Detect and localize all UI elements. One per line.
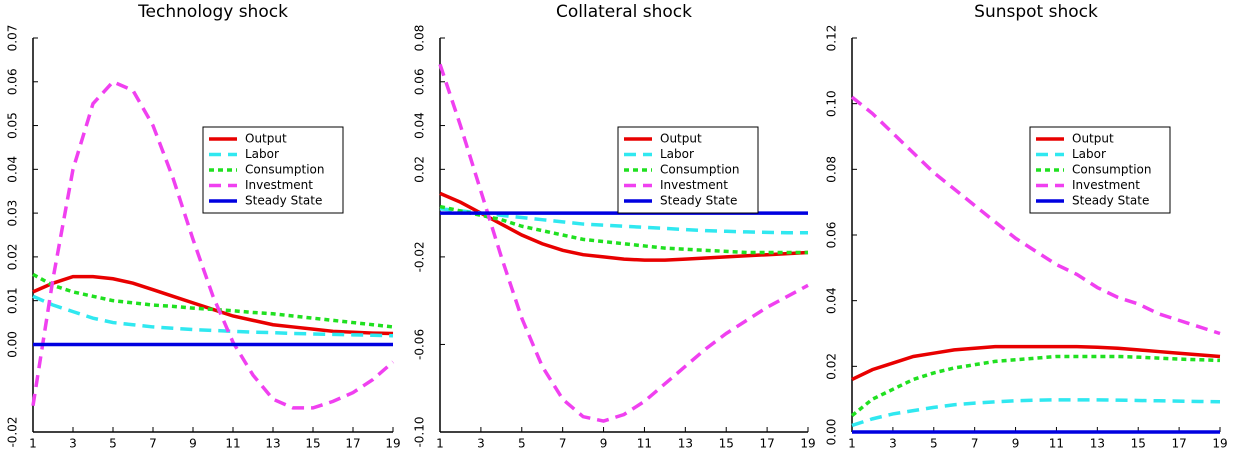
y-tick-label: 0.08: [825, 156, 839, 183]
panel: Sunspot shock 0.00 0.02 0.04 0.06 0.08 0.10 0.1…: [825, 2, 1228, 451]
x-tick-label: 15: [719, 437, 734, 451]
x-tick-label: 7: [559, 437, 567, 451]
y-tick-label: 0.08: [413, 25, 427, 52]
legend-label: Labor: [1072, 147, 1106, 161]
x-tick-label: 19: [800, 437, 815, 451]
y-tick-label: 0.04: [413, 112, 427, 139]
x-tick-label: 13: [1090, 437, 1105, 451]
legend-label: Steady State: [245, 194, 322, 208]
panel: Technology shock -0.02 0.00 0.01 0.02 0.03 0.0…: [6, 2, 401, 451]
legend-label: Investment: [245, 178, 313, 192]
y-tick-label: 0.10: [825, 90, 839, 117]
y-tick-label: 0.03: [6, 200, 20, 227]
legend-label: Output: [245, 132, 287, 146]
y-tick-label: 0.06: [413, 68, 427, 95]
series-line: [438, 63, 809, 423]
x-tick-label: 1: [848, 437, 856, 451]
legend-label: Labor: [660, 147, 694, 161]
y-tick-label: 0.00: [825, 419, 839, 446]
panel: Collateral shock -0.10 -0.06 -0.02 0.02 0.04 0…: [413, 2, 816, 451]
y-tick-label: 0.05: [6, 112, 20, 139]
series-line: [439, 206, 808, 235]
legend-box: [1029, 126, 1171, 214]
y-tick-label: 0.00: [6, 331, 20, 358]
x-tick-label: 13: [265, 437, 280, 451]
y-tick-label: -0.06: [413, 329, 427, 360]
x-tick-label: 19: [385, 437, 400, 451]
x-tick-label: 17: [759, 437, 774, 451]
legend-label: Consumption: [1072, 163, 1151, 177]
legend-label: Steady State: [660, 194, 737, 208]
y-tick-label: 0.12: [825, 25, 839, 52]
x-tick-label: 7: [149, 437, 157, 451]
legend-box: [202, 126, 344, 214]
x-tick-label: 5: [930, 437, 938, 451]
legend-label: Steady State: [1072, 194, 1149, 208]
y-tick-label: 0.02: [825, 353, 839, 380]
series-line: [439, 191, 809, 262]
y-tick-label: -0.02: [413, 241, 427, 272]
legend-label: Output: [1072, 132, 1114, 146]
x-tick-label: 7: [971, 437, 979, 451]
y-tick-label: 0.07: [6, 25, 20, 52]
x-tick-label: 17: [1171, 437, 1186, 451]
x-tick-label: 9: [189, 437, 197, 451]
legend-box: [617, 126, 759, 214]
y-tick-label: -0.10: [413, 416, 427, 447]
series-line: [851, 344, 1221, 382]
y-tick-label: 0.02: [6, 244, 20, 271]
y-tick-label: 0.04: [6, 156, 20, 183]
y-tick-label: 0.06: [825, 222, 839, 249]
y-tick-label: -0.02: [6, 416, 20, 447]
x-tick-label: 9: [1012, 437, 1020, 451]
x-tick-label: 11: [1049, 437, 1064, 451]
x-tick-label: 17: [345, 437, 360, 451]
x-tick-label: 3: [889, 437, 897, 451]
x-tick-label: 19: [1212, 437, 1227, 451]
x-tick-label: 11: [225, 437, 240, 451]
legend-label: Investment: [1072, 178, 1140, 192]
x-tick-label: 15: [305, 437, 320, 451]
x-tick-label: 3: [69, 437, 77, 451]
y-tick-label: 0.02: [413, 156, 427, 183]
legend-label: Investment: [660, 178, 728, 192]
x-tick-label: 13: [678, 437, 693, 451]
series-line: [850, 354, 1221, 417]
y-tick-label: 0.01: [6, 287, 20, 314]
y-tick-label: 0.06: [6, 68, 20, 95]
x-tick-label: 1: [29, 437, 37, 451]
x-tick-label: 5: [109, 437, 117, 451]
series-line: [32, 274, 394, 336]
series-line: [850, 95, 1221, 336]
series-line: [32, 272, 394, 329]
chart-title: Sunspot shock: [974, 2, 1098, 22]
x-tick-label: 5: [518, 437, 526, 451]
series-line: [851, 398, 1221, 428]
series-line: [31, 79, 395, 410]
series-line: [32, 294, 394, 338]
legend-label: Labor: [245, 147, 279, 161]
x-tick-label: 11: [637, 437, 652, 451]
chart-title: Collateral shock: [556, 2, 692, 22]
x-tick-label: 9: [600, 437, 608, 451]
chart-title: Technology shock: [137, 2, 288, 22]
x-tick-label: 3: [477, 437, 485, 451]
x-tick-label: 15: [1131, 437, 1146, 451]
legend-label: Consumption: [245, 163, 324, 177]
y-tick-label: 0.04: [825, 287, 839, 314]
x-tick-label: 1: [436, 437, 444, 451]
legend-label: Consumption: [660, 163, 739, 177]
legend-label: Output: [660, 132, 702, 146]
